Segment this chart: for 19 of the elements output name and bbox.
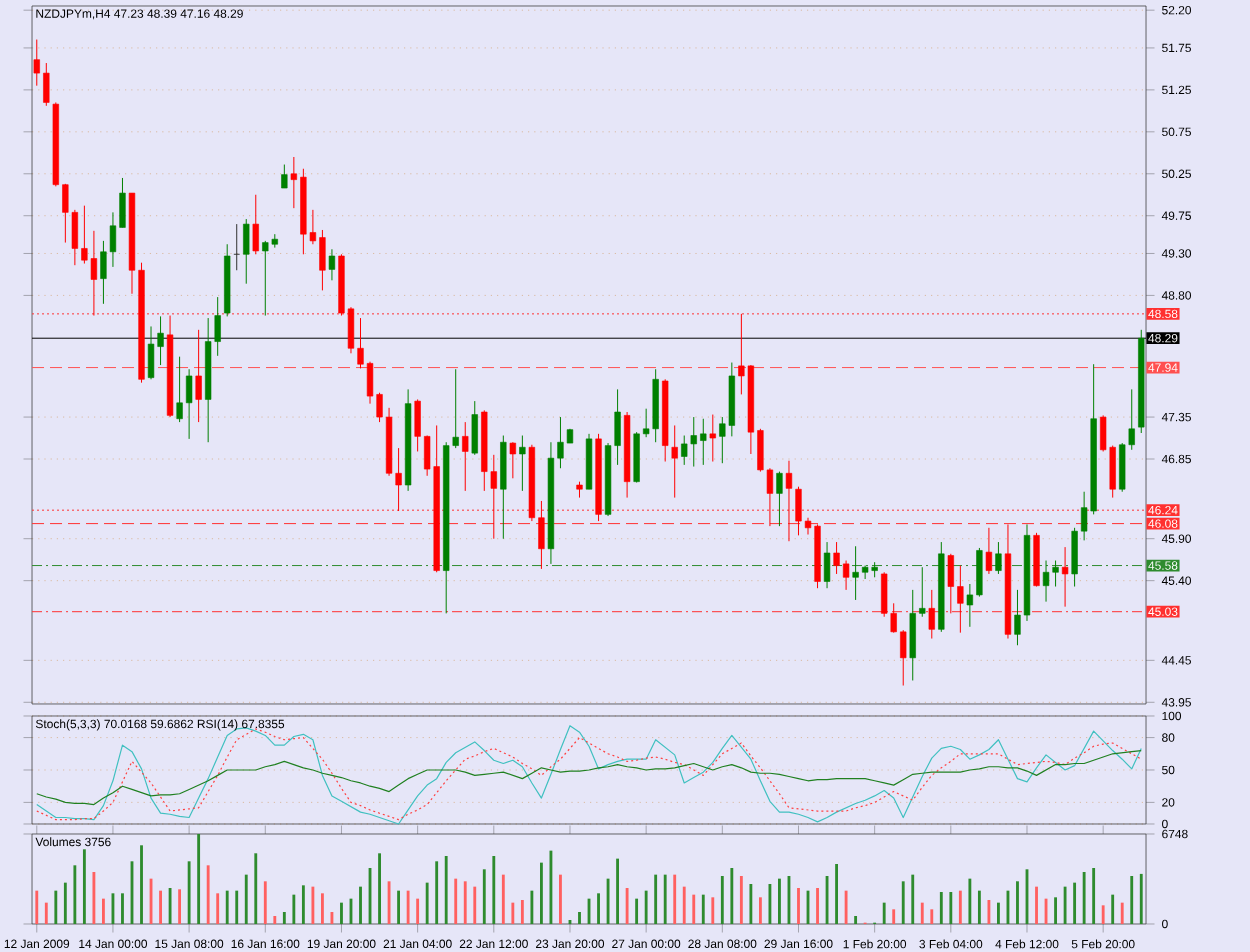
- candlestick: [995, 541, 1002, 575]
- candlestick: [928, 589, 935, 640]
- candlestick: [785, 460, 793, 542]
- candlestick: [471, 400, 478, 456]
- candlestick: [462, 421, 469, 492]
- candlestick: [195, 329, 202, 423]
- candlestick: [500, 435, 507, 540]
- candlestick: [328, 248, 336, 281]
- candlestick: [519, 435, 526, 492]
- candlestick: [281, 164, 288, 189]
- candlestick: [252, 194, 259, 255]
- candlestick: [776, 471, 783, 527]
- candlestick: [509, 441, 517, 479]
- candlestick: [243, 218, 250, 285]
- candlestick: [709, 414, 716, 463]
- candlestick: [671, 424, 678, 499]
- candlestick: [823, 541, 831, 589]
- candlestick: [1061, 546, 1069, 608]
- candlestick: [985, 527, 993, 575]
